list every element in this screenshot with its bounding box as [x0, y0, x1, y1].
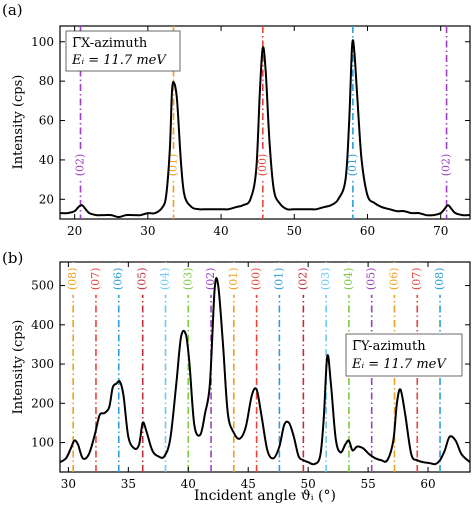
- panel-b-reference-label-bg: [365, 262, 378, 295]
- panel-b-y-tick-label: 300: [31, 357, 54, 371]
- panel-b-label: (b): [2, 249, 23, 267]
- panel-a-y-tick-label: 60: [39, 114, 54, 128]
- panel-a-reference-label-bg: [440, 148, 453, 181]
- panel-b-y-tick-label: 100: [31, 436, 54, 450]
- panel-a-reference-line-label: (00): [256, 154, 269, 177]
- panel-b-reference-line-label: (05): [136, 268, 149, 291]
- panel-b-x-tick-label: 30: [61, 477, 76, 491]
- panel-b-reference-line-label: (03): [181, 268, 194, 291]
- panel-b-reference-label-bg: [342, 262, 355, 295]
- panel-b-x-tick-label: 35: [121, 477, 136, 491]
- panel-b-reference-label-bg: [89, 262, 102, 295]
- panel-b-x-tick-label: 50: [301, 477, 316, 491]
- panel-a-reference-label-bg: [74, 148, 87, 181]
- panel-b-reference-label-bg: [182, 262, 195, 295]
- panel-b-reference-label-bg: [388, 262, 401, 295]
- panel-b-x-tick-label: 60: [420, 477, 435, 491]
- panel-a-y-tick-label: 20: [39, 192, 54, 206]
- panel-a-intensity-curve: [59, 39, 471, 218]
- panel-b-y-ticks: 100 200 300 400 500: [31, 279, 470, 450]
- panel-b-reference-label-bg: [297, 262, 310, 295]
- panel-a-x-tick-label: 40: [213, 224, 228, 238]
- panel-b-reference-line-label: (04): [342, 268, 355, 291]
- panel-b-reference-label-bg: [320, 262, 333, 295]
- panel-b-reference-label-bg: [136, 262, 149, 295]
- panel-a-label: (a): [2, 1, 23, 19]
- panel-b-reference-line-label: (04): [158, 268, 171, 291]
- panel-b-reference-line-label: (08): [66, 268, 79, 291]
- panel-b: (b) (08) (07) (06) (05) (04) (03) (02) (01) (00)…: [2, 249, 471, 504]
- panel-a-reference-label-bg: [346, 148, 359, 181]
- panel-a-y-axis-label: Intensity (cps): [11, 75, 26, 170]
- panel-a-legend-box: [65, 30, 181, 72]
- panel-a-frame: [59, 25, 471, 220]
- panel-b-y-tick-label: 200: [31, 396, 54, 410]
- panel-b-x-tick-label: 40: [181, 477, 196, 491]
- panel-a-x-tick-label: 20: [67, 224, 82, 238]
- panel-a-legend: Γ̅X-azimuth Eᵢ = 11.7 meV: [65, 30, 181, 72]
- panel-a-reference-line-label: (02): [440, 154, 453, 177]
- panel-b-x-tick-label: 55: [360, 477, 375, 491]
- panel-b-reference-line-label: (03): [319, 268, 332, 291]
- panel-b-reference-line-label: (02): [296, 268, 309, 291]
- panel-a-x-tick-label: 70: [433, 224, 448, 238]
- panel-b-y-tick-label: 400: [31, 318, 54, 332]
- panel-b-legend-azimuth: Γ̅Y-azimuth: [352, 339, 426, 354]
- panel-b-reference-line-label: (07): [89, 268, 102, 291]
- panel-b-reference-label-bg: [227, 262, 240, 295]
- panel-b-intensity-curve: [59, 276, 471, 466]
- panel-b-frame: [59, 261, 471, 473]
- panel-b-x-tick-label: 45: [241, 477, 256, 491]
- panel-a-legend-azimuth: Γ̅X-azimuth: [72, 36, 148, 51]
- panel-a-x-tick-label: 50: [287, 224, 302, 238]
- panel-b-x-axis-label: Incident angle ϑᵢ (°): [194, 488, 336, 504]
- panel-a-x-tick-label: 30: [140, 224, 155, 238]
- panel-a-y-tick-label: 40: [39, 153, 54, 167]
- panel-b-reference-line-label: (02): [204, 268, 217, 291]
- panel-a-reference-label-bg: [256, 148, 269, 181]
- panel-b-legend-energy: Eᵢ = 11.7 meV: [351, 357, 447, 372]
- panel-b-reference-line-label: (08): [433, 268, 446, 291]
- panel-b-reference-label-bg: [273, 262, 286, 295]
- panel-a-reference-line-label: (01): [346, 154, 359, 177]
- panel-a-y-tick-label: 100: [31, 35, 54, 49]
- panel-b-y-tick-label: 500: [31, 279, 54, 293]
- panel-b-reference-line-label: (06): [387, 268, 400, 291]
- panel-b-reference-line-label: (01): [227, 268, 240, 291]
- panel-b-reference-line-label: (00): [250, 268, 263, 291]
- panel-b-reference-label-bg: [434, 262, 447, 295]
- panel-b-reference-label-bg: [67, 262, 80, 295]
- panel-b-reference-label-bg: [250, 262, 263, 295]
- panel-a-reference-line-label: (02): [74, 154, 87, 177]
- panel-b-legend: Γ̅Y-azimuth Eᵢ = 11.7 meV: [345, 333, 463, 377]
- panel-a-reference-label-bg: [167, 148, 180, 181]
- panel-a-y-ticks: 20 40 60 80 100: [31, 35, 470, 206]
- panel-b-reference-label-bg: [159, 262, 172, 295]
- panel-a-x-tick-label: 60: [360, 224, 375, 238]
- panel-b-reference-label-bg: [411, 262, 424, 295]
- panel-b-y-axis-label: Intensity (cps): [11, 320, 26, 415]
- panel-b-x-ticks: 30 35 40 45 50 55 60: [61, 262, 436, 491]
- panel-b-reference-line-label: (06): [112, 268, 125, 291]
- panel-b-legend-box: [345, 333, 463, 377]
- panel-b-reference-line-label: (01): [272, 268, 285, 291]
- panel-b-reference-line-label: (07): [410, 268, 423, 291]
- panel-b-reference-line-label: (05): [365, 268, 378, 291]
- panel-b-reference-label-bg: [112, 262, 125, 295]
- panel-a-x-ticks: 20 30 40 50 60 70: [67, 26, 448, 238]
- panel-a-legend-energy: Eᵢ = 11.7 meV: [71, 53, 167, 68]
- panel-a-y-tick-label: 80: [39, 74, 54, 88]
